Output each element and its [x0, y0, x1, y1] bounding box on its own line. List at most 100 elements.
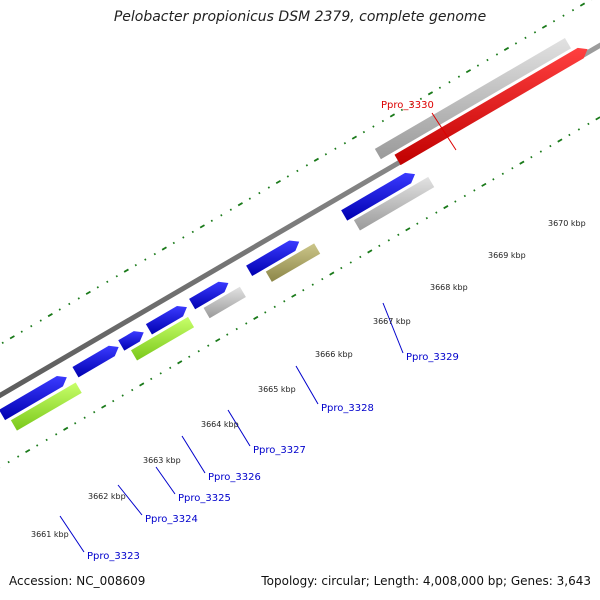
- tick-mark: [17, 455, 20, 458]
- tick-mark: [313, 157, 319, 162]
- tick-mark: [362, 130, 366, 134]
- tick-mark: [245, 322, 248, 325]
- gene-label: Ppro_3329: [406, 352, 459, 363]
- tick-mark: [248, 197, 252, 200]
- tick-mark: [106, 280, 109, 283]
- tick-mark: [435, 211, 438, 214]
- tick-mark: [286, 175, 290, 178]
- tick-mark: [291, 293, 297, 298]
- tick-mark: [397, 233, 400, 236]
- tick-mark: [83, 416, 86, 419]
- tick-mark: [253, 315, 259, 320]
- tick-mark: [77, 297, 80, 300]
- tick-mark: [7, 460, 10, 464]
- tick-mark: [172, 241, 175, 245]
- tick-mark: [349, 261, 352, 264]
- tick-mark: [503, 46, 510, 51]
- tick-mark: [20, 330, 23, 333]
- tick-mark: [115, 275, 118, 278]
- tick-mark: [549, 144, 552, 148]
- tick-mark: [419, 97, 423, 101]
- tick-mark: [465, 69, 472, 74]
- gene-label: Ppro_3325: [178, 493, 231, 504]
- label-leader-line: [155, 466, 176, 495]
- kbp-tick-label: 3668 kbp: [430, 283, 468, 292]
- tick-mark: [359, 255, 362, 259]
- tick-mark: [410, 103, 413, 106]
- tick-mark: [552, 20, 556, 23]
- tick-mark: [237, 202, 243, 207]
- tick-mark: [121, 394, 124, 397]
- tick-mark: [595, 116, 600, 121]
- kbp-tick-label: 3664 kbp: [201, 420, 239, 429]
- tick-mark: [463, 194, 466, 198]
- tick-mark: [495, 53, 499, 56]
- tick-mark: [367, 249, 373, 254]
- kbp-tick-label: 3661 kbp: [31, 530, 69, 539]
- tick-mark: [55, 433, 58, 436]
- tick-mark: [311, 283, 314, 286]
- tick-mark: [562, 14, 565, 17]
- tick-mark: [68, 302, 71, 306]
- tick-mark: [481, 182, 487, 187]
- map-title: Pelobacter propionicus DSM 2379, complet…: [113, 9, 487, 25]
- forward-gene-arrow: [72, 345, 119, 378]
- accession-text: Accession: NC_008609: [9, 574, 146, 588]
- tick-mark: [340, 266, 343, 270]
- tick-mark: [438, 86, 442, 89]
- label-leader-line: [117, 484, 143, 516]
- kbp-tick-labels: 3661 kbp 3662 kbp 3663 kbp 3664 kbp 3665 kbp…: [31, 219, 586, 539]
- tick-mark: [47, 313, 53, 318]
- kbp-tick-label: 3670 kbp: [548, 219, 586, 228]
- tick-mark: [381, 119, 385, 123]
- genome-summary: Topology: circular; Length: 4,008,000 bp…: [261, 574, 591, 588]
- inner-tick-marks: [0, 116, 600, 469]
- gene-block: [265, 243, 321, 282]
- tick-mark: [169, 366, 172, 370]
- label-leader-line: [295, 365, 319, 405]
- tick-mark: [131, 388, 134, 392]
- tick-mark: [36, 444, 39, 447]
- tick-mark: [448, 81, 451, 84]
- forward-gene-arrow: [118, 331, 144, 351]
- tick-mark: [405, 227, 411, 232]
- tick-mark: [571, 8, 575, 12]
- tick-mark: [343, 142, 347, 145]
- tick-mark: [519, 160, 525, 165]
- tick-mark: [1, 341, 4, 344]
- tick-mark: [39, 319, 42, 322]
- tick-mark: [457, 75, 461, 78]
- gene-label: Ppro_3326: [208, 472, 261, 483]
- tick-mark: [557, 138, 563, 143]
- tick-mark: [153, 252, 156, 256]
- gene-block: [10, 382, 82, 431]
- label-leader-line: [431, 112, 457, 151]
- kbp-tick-label: 3669 kbp: [488, 251, 526, 260]
- tick-mark: [416, 222, 419, 225]
- tick-mark: [93, 411, 96, 414]
- tick-mark: [492, 178, 495, 181]
- forward-gene-arrow: [0, 376, 67, 421]
- gene-label: Ppro_3330: [381, 100, 434, 111]
- tick-mark: [568, 133, 571, 137]
- tick-mark: [577, 128, 581, 131]
- tick-mark: [443, 205, 449, 210]
- tick-mark: [45, 438, 48, 442]
- label-leader-line: [382, 302, 404, 354]
- tick-mark: [264, 311, 267, 314]
- tick-mark: [387, 239, 390, 242]
- tick-mark: [191, 230, 194, 234]
- tick-mark: [199, 224, 205, 229]
- tick-mark: [321, 277, 324, 281]
- tick-mark: [476, 64, 480, 67]
- forward-gene-arrow: [145, 305, 187, 335]
- tick-mark: [215, 338, 221, 343]
- gene-label: Ppro_3328: [321, 403, 374, 414]
- tick-mark: [302, 289, 305, 292]
- tick-mark: [305, 164, 309, 167]
- tick-mark: [134, 263, 137, 267]
- tick-mark: [514, 42, 518, 45]
- kbp-tick-label: 3665 kbp: [258, 385, 296, 394]
- gene-label: Ppro_3327: [253, 445, 306, 456]
